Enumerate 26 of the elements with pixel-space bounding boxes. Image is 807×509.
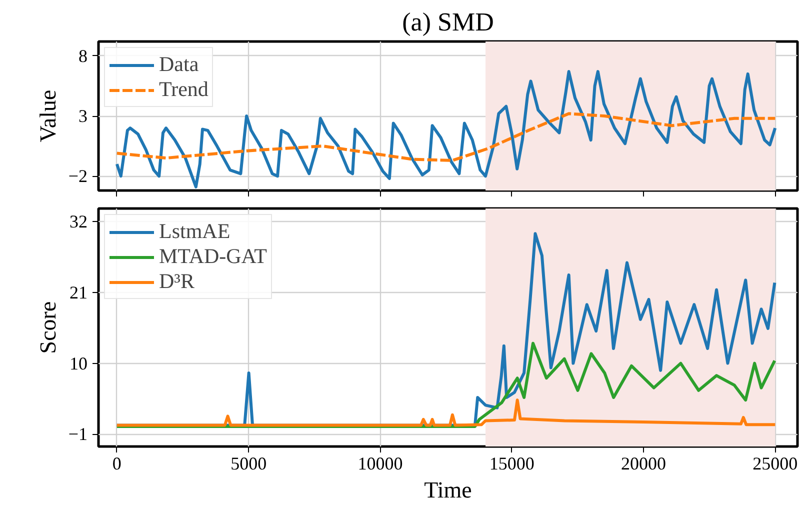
y-tick-label: −1 xyxy=(68,424,88,444)
x-tick-label: 15000 xyxy=(489,454,534,474)
line-series xyxy=(115,112,777,162)
y-tick-label: 8 xyxy=(78,46,88,66)
line-series xyxy=(115,342,776,428)
y-tick-label: 21 xyxy=(70,282,88,302)
legend-label: Trend xyxy=(159,77,208,102)
legend-label: LstmAE xyxy=(159,219,230,244)
y-tick-label: 10 xyxy=(70,353,88,374)
x-tick-label: 25000 xyxy=(752,454,798,474)
legend-label: Data xyxy=(159,52,199,77)
legend-label: D³R xyxy=(159,269,194,294)
x-tick-label: 10000 xyxy=(358,454,403,474)
x-tick-label: 0 xyxy=(112,454,122,474)
line-series xyxy=(115,398,777,427)
y-axis-title: Score xyxy=(35,301,60,354)
x-tick-label: 5000 xyxy=(230,454,267,474)
y-axis-title: Value xyxy=(35,90,60,142)
chart-title: (a) SMD xyxy=(402,8,494,36)
x-tick-label: 20000 xyxy=(620,454,666,474)
y-tick-label: −2 xyxy=(68,166,88,186)
y-tick-label: 3 xyxy=(78,106,88,126)
x-axis-title: Time xyxy=(424,478,472,502)
line-series xyxy=(115,70,777,188)
y-tick-label: 32 xyxy=(70,211,88,232)
legend-label: MTAD-GAT xyxy=(159,244,267,269)
